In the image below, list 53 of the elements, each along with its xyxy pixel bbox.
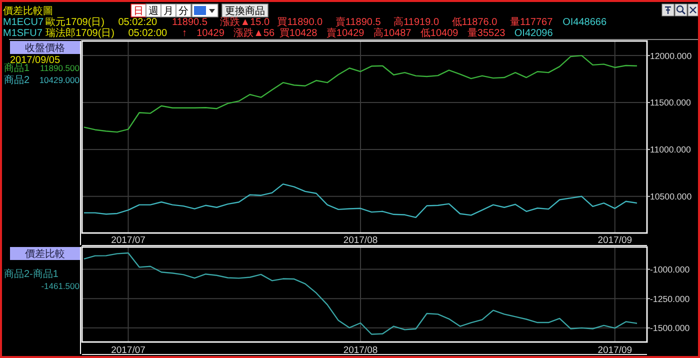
x-tick-label: 2017/07 — [111, 235, 146, 246]
text: 歐元1709(日) — [46, 17, 105, 28]
line-series — [83, 54, 638, 133]
text: 賣10429 — [326, 27, 365, 39]
text: 週 — [148, 6, 158, 17]
text: 賣11890.5 — [335, 16, 382, 28]
text: 商品1 — [4, 62, 30, 74]
text: 05:02:00 — [128, 28, 168, 39]
text: M1SFU7 — [3, 28, 43, 39]
y-tick-label: 10500.000 — [650, 192, 692, 202]
y-tick-label: -1250.000 — [650, 294, 690, 304]
text: 買11890.0 — [277, 17, 324, 28]
chart-title: 價差比較 — [25, 248, 65, 260]
x-tick-label: 2017/07 — [111, 345, 146, 356]
text: 瑞法郎1709(日) — [46, 27, 115, 39]
text: 低11876.0 — [452, 17, 498, 28]
chart-title: 收盤價格 — [25, 42, 65, 54]
text: 量117767 — [510, 17, 554, 28]
text: OI448666 — [562, 17, 607, 28]
text: ↑ — [182, 28, 187, 39]
line-series — [83, 252, 638, 335]
text: 高10487 — [373, 27, 412, 39]
text: 價差比較圖 — [3, 5, 53, 17]
line-series — [83, 183, 638, 218]
text: 更換商品 — [225, 5, 265, 17]
x-tick-label: 2017/09 — [598, 235, 632, 246]
text: OI42096 — [514, 28, 554, 39]
text: 日 — [134, 6, 144, 17]
y-tick-label: -1000.000 — [650, 264, 690, 274]
text: 漲跌▲56 — [234, 27, 276, 39]
text: 高11919.0 — [394, 16, 440, 28]
text: 商品2 — [4, 74, 30, 86]
text: M1ECU7 — [3, 17, 44, 28]
y-tick-label: 12000.000 — [650, 50, 692, 61]
text: 量35523 — [467, 28, 506, 39]
text: 分 — [178, 5, 188, 17]
y-tick-label: 11500.000 — [650, 98, 692, 108]
text: 商品2-商品1 — [4, 268, 59, 280]
x-tick-label: 2017/08 — [343, 345, 378, 356]
text: 11890.500 — [40, 63, 80, 73]
text: 月 — [164, 6, 174, 17]
text: 05:02:20 — [118, 17, 158, 28]
text: 11890.5 — [172, 17, 208, 28]
text: 10429.000 — [39, 75, 80, 85]
x-tick-label: 2017/08 — [343, 235, 378, 246]
text: 10429 — [196, 28, 225, 39]
text: 漲跌▲15.0 — [220, 16, 270, 28]
text: -1461.500 — [41, 281, 80, 291]
y-tick-label: 11000.000 — [650, 144, 692, 155]
x-tick-label: 2017/09 — [598, 345, 632, 356]
text: 買10428 — [279, 28, 318, 39]
text: 低10409 — [420, 28, 459, 39]
y-tick-label: -1500.000 — [650, 323, 690, 334]
